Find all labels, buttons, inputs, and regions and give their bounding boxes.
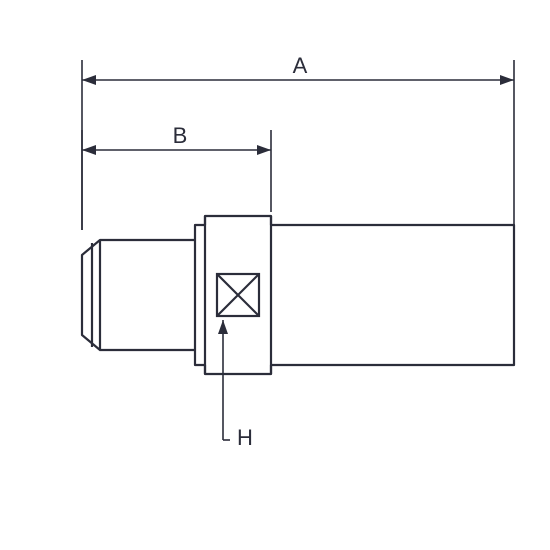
dimension-label-h: H [237, 425, 253, 450]
dimension-label-b: B [173, 123, 188, 148]
technical-drawing: A B H [0, 0, 550, 550]
dimension-label-a: A [293, 53, 308, 78]
fitting-outline [82, 216, 514, 374]
